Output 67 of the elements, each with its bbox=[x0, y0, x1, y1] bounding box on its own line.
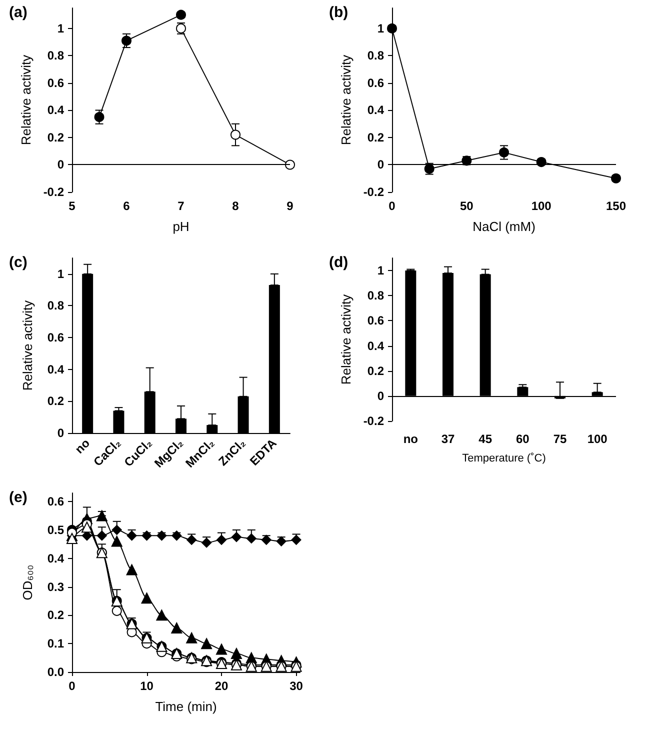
x-tick-label: 0 bbox=[68, 679, 76, 693]
x-tick-label: 10 bbox=[140, 679, 154, 693]
x-tick-label: 6 bbox=[123, 199, 130, 213]
y-tick-label: 0.6 bbox=[47, 76, 64, 90]
y-axis-title: Relative activity bbox=[20, 300, 35, 391]
y-tick-label: 0.2 bbox=[367, 130, 384, 144]
x-tick-label: 37 bbox=[441, 432, 455, 446]
y-tick-label: 0.8 bbox=[47, 48, 64, 63]
x-axis-title: NaCl (mM) bbox=[472, 219, 536, 234]
x-tick-label: no bbox=[403, 432, 418, 446]
x-tick-label: 5 bbox=[68, 199, 76, 213]
y-tick-label: 0.4 bbox=[47, 551, 64, 566]
y-tick-label: -0.2 bbox=[363, 414, 384, 428]
x-tick-label: 7 bbox=[178, 199, 185, 213]
y-tick-label: 0 bbox=[57, 158, 64, 172]
y-tick-label: -0.2 bbox=[43, 185, 64, 199]
y-tick-label: 1 bbox=[377, 21, 384, 36]
x-tick-label: 20 bbox=[214, 679, 228, 693]
chart-title: (d) bbox=[329, 254, 348, 271]
y-tick-label: 0.2 bbox=[47, 394, 64, 408]
y-tick-label: 0.5 bbox=[47, 522, 64, 537]
y-tick-label: 0 bbox=[377, 388, 384, 403]
x-axis-title: pH bbox=[172, 219, 190, 234]
y-axis-title: Relative activity bbox=[18, 54, 34, 146]
y-tick-label: 0.2 bbox=[367, 364, 384, 378]
y-tick-label: 0.4 bbox=[47, 362, 64, 376]
chart-title: (a) bbox=[9, 4, 28, 21]
y-tick-label: 0.8 bbox=[367, 48, 384, 63]
x-tick-label: 9 bbox=[286, 199, 294, 213]
y-tick-label: -0.2 bbox=[363, 185, 384, 199]
y-axis-title: OD₆₀₀ bbox=[20, 564, 35, 600]
y-tick-label: 0.8 bbox=[47, 298, 64, 313]
y-tick-label: 1 bbox=[377, 264, 384, 278]
y-tick-label: 0.3 bbox=[47, 580, 64, 594]
x-axis-title: Temperature (˚C) bbox=[462, 452, 546, 464]
y-tick-label: 0 bbox=[377, 158, 384, 172]
x-tick-label: 0 bbox=[388, 199, 396, 213]
y-axis-title: Relative activity bbox=[338, 294, 354, 385]
y-tick-label: 0.6 bbox=[367, 314, 384, 328]
y-tick-label: 0.1 bbox=[47, 636, 64, 651]
y-tick-label: 0.2 bbox=[47, 608, 64, 622]
y-tick-label: 0.4 bbox=[367, 103, 384, 118]
x-tick-label: 100 bbox=[587, 432, 608, 446]
x-axis-title: Time (min) bbox=[155, 699, 217, 714]
y-tick-label: 0.6 bbox=[367, 76, 384, 90]
chart-title: (b) bbox=[329, 4, 348, 21]
y-tick-label: 0.0 bbox=[47, 665, 64, 679]
chart-title: (e) bbox=[9, 489, 28, 506]
y-tick-label: 0.4 bbox=[47, 103, 64, 118]
x-tick-label: 30 bbox=[290, 679, 304, 693]
x-tick-label: no bbox=[72, 436, 93, 456]
x-tick-label: 50 bbox=[460, 199, 474, 213]
x-tick-label: 8 bbox=[232, 199, 240, 213]
y-tick-label: 1 bbox=[57, 266, 64, 281]
x-tick-label: 75 bbox=[553, 432, 567, 446]
x-tick-label: 150 bbox=[606, 199, 626, 213]
y-tick-label: 1 bbox=[57, 21, 64, 36]
y-tick-label: 0.6 bbox=[47, 330, 64, 345]
x-tick-label: 60 bbox=[516, 432, 530, 446]
y-tick-label: 0.8 bbox=[367, 288, 384, 303]
x-tick-label: 45 bbox=[478, 432, 492, 446]
y-axis-title: Relative activity bbox=[338, 54, 354, 146]
y-tick-label: 0.6 bbox=[47, 494, 64, 509]
chart-title: (c) bbox=[9, 254, 28, 271]
x-tick-label: 100 bbox=[531, 199, 552, 213]
y-tick-label: 0.2 bbox=[47, 130, 64, 144]
y-tick-label: 0.4 bbox=[367, 338, 384, 353]
